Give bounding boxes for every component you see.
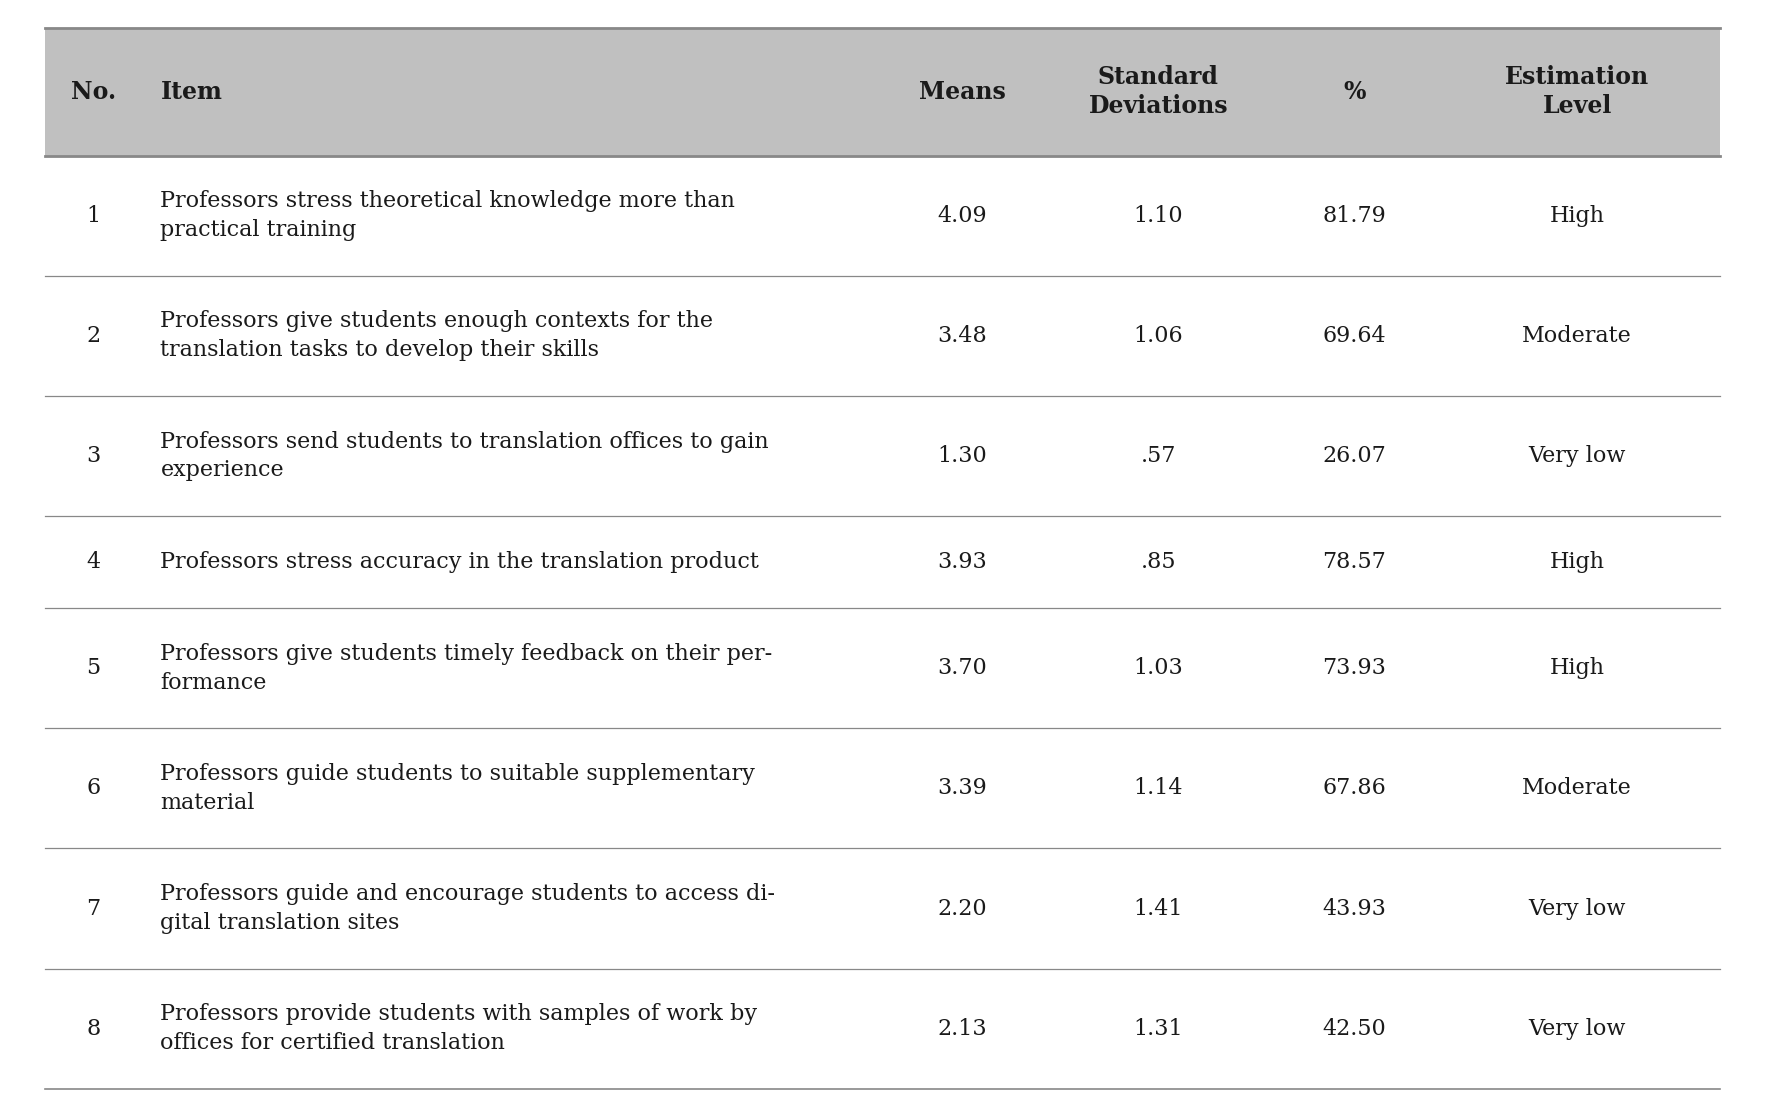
Text: 3: 3 — [87, 445, 100, 467]
Text: High: High — [1550, 657, 1604, 679]
Text: Moderate: Moderate — [1522, 325, 1632, 347]
Text: 2.20: 2.20 — [937, 897, 987, 920]
Text: 1.10: 1.10 — [1133, 205, 1183, 227]
Text: 8: 8 — [87, 1017, 100, 1040]
Text: 3.93: 3.93 — [937, 552, 987, 573]
Text: Moderate: Moderate — [1522, 777, 1632, 800]
Text: High: High — [1550, 552, 1604, 573]
Text: 2.13: 2.13 — [937, 1017, 987, 1040]
Text: Very low: Very low — [1529, 1017, 1625, 1040]
Text: Professors give students enough contexts for the
translation tasks to develop th: Professors give students enough contexts… — [160, 310, 713, 361]
Text: 1.31: 1.31 — [1133, 1017, 1183, 1040]
Text: 3.70: 3.70 — [937, 657, 987, 679]
Text: 1.03: 1.03 — [1133, 657, 1183, 679]
Text: 69.64: 69.64 — [1322, 325, 1386, 347]
Text: Professors stress accuracy in the translation product: Professors stress accuracy in the transl… — [160, 552, 759, 573]
Text: 5: 5 — [87, 657, 100, 679]
Text: 67.86: 67.86 — [1322, 777, 1386, 800]
Text: 1.14: 1.14 — [1133, 777, 1183, 800]
Text: Professors guide students to suitable supplementary
material: Professors guide students to suitable su… — [160, 763, 756, 814]
Text: 1.41: 1.41 — [1133, 897, 1183, 920]
Text: 2: 2 — [87, 325, 100, 347]
Text: 1: 1 — [87, 205, 100, 227]
Text: 4.09: 4.09 — [937, 205, 987, 227]
Text: %: % — [1344, 80, 1365, 103]
Text: .57: .57 — [1140, 445, 1176, 467]
Text: 6: 6 — [87, 777, 100, 800]
Text: 3.48: 3.48 — [937, 325, 987, 347]
Text: 26.07: 26.07 — [1322, 445, 1386, 467]
Text: 4: 4 — [87, 552, 100, 573]
Bar — [45, 28, 1720, 156]
Text: 1.06: 1.06 — [1133, 325, 1183, 347]
Text: High: High — [1550, 205, 1604, 227]
Text: Professors send students to translation offices to gain
experience: Professors send students to translation … — [160, 430, 770, 481]
Text: 3.39: 3.39 — [937, 777, 987, 800]
Text: 7: 7 — [87, 897, 100, 920]
Text: 1.30: 1.30 — [937, 445, 987, 467]
Text: Means: Means — [920, 80, 1005, 103]
Text: Very low: Very low — [1529, 897, 1625, 920]
Text: Professors provide students with samples of work by
offices for certified transl: Professors provide students with samples… — [160, 1003, 757, 1054]
Text: Standard
Deviations: Standard Deviations — [1089, 66, 1228, 118]
Text: .85: .85 — [1140, 552, 1176, 573]
Text: Professors stress theoretical knowledge more than
practical training: Professors stress theoretical knowledge … — [160, 190, 736, 241]
Text: Item: Item — [160, 80, 223, 103]
Text: Estimation
Level: Estimation Level — [1506, 66, 1648, 118]
Text: 42.50: 42.50 — [1322, 1017, 1386, 1040]
Text: 43.93: 43.93 — [1322, 897, 1386, 920]
Text: Professors give students timely feedback on their per-
formance: Professors give students timely feedback… — [160, 643, 773, 694]
Text: 73.93: 73.93 — [1322, 657, 1386, 679]
Text: Professors guide and encourage students to access di-
gital translation sites: Professors guide and encourage students … — [160, 883, 775, 934]
Text: Very low: Very low — [1529, 445, 1625, 467]
Text: 78.57: 78.57 — [1322, 552, 1386, 573]
Text: 81.79: 81.79 — [1322, 205, 1386, 227]
Text: No.: No. — [71, 80, 116, 103]
